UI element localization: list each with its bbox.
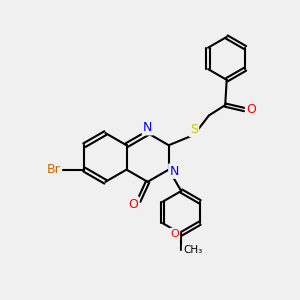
Text: O: O [170,229,179,239]
Text: O: O [128,198,138,211]
Text: S: S [190,123,198,136]
Text: N: N [169,165,179,178]
Text: CH₃: CH₃ [183,245,202,255]
Text: Br: Br [46,163,60,176]
Text: N: N [143,121,152,134]
Text: O: O [246,103,256,116]
